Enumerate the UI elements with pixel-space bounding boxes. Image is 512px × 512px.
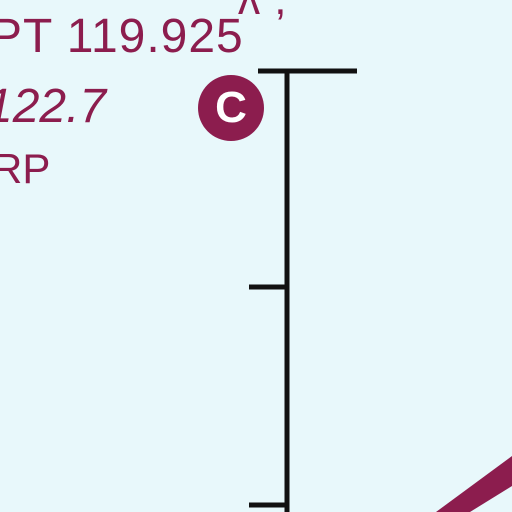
- route-line: [436, 456, 512, 512]
